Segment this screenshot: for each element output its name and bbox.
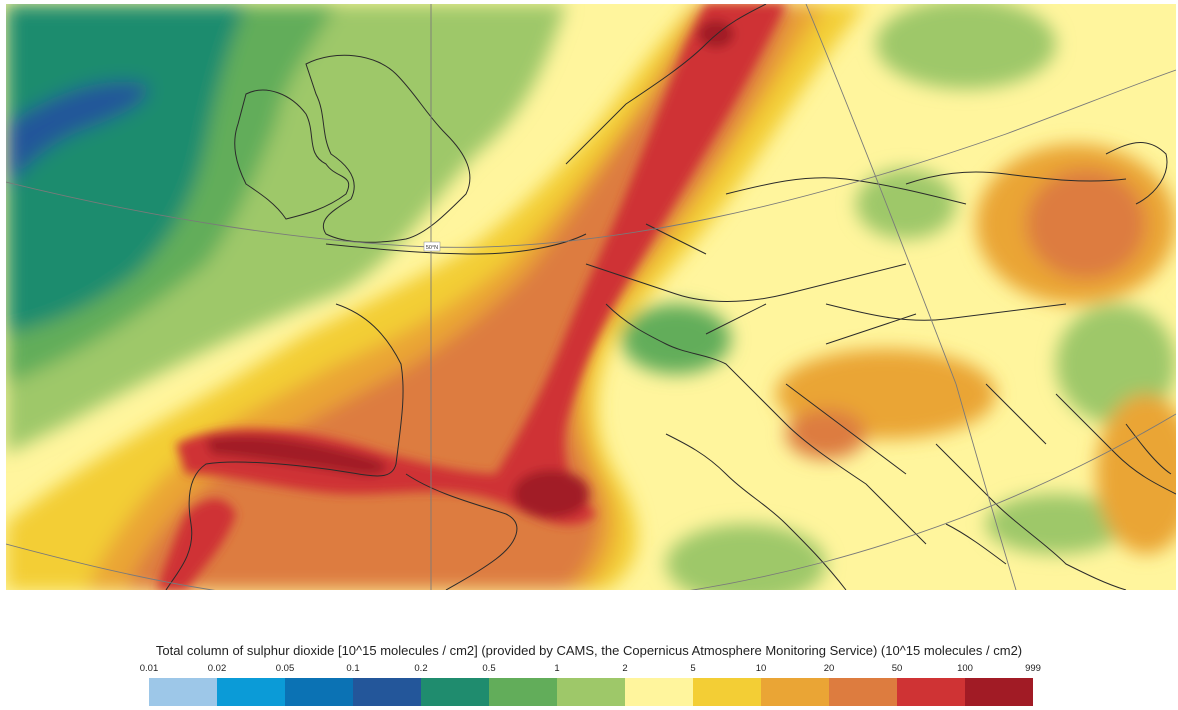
high-concentration-plume [156, 4, 786, 590]
legend-tick-label: 50 [891, 663, 903, 674]
latitude-label: 50°N [426, 245, 438, 251]
graticule [6, 4, 1176, 590]
legend-color-swatch [761, 678, 829, 706]
legend-color-swatch [217, 678, 285, 706]
legend-color-swatch [421, 678, 489, 706]
legend-tick-label: 0.5 [482, 663, 496, 674]
legend-color-swatch [353, 678, 421, 706]
legend-color-swatch [149, 678, 217, 706]
coastlines [165, 4, 1176, 590]
legend-title: Total column of sulphur dioxide [10^15 m… [155, 643, 1023, 658]
legend-tick-label: 0.1 [346, 663, 360, 674]
legend-tick-label: 5 [690, 663, 696, 674]
legend-color-swatch [625, 678, 693, 706]
legend-tick-label: 1 [554, 663, 560, 674]
so2-concentration-map: 50°N [6, 4, 1176, 590]
legend-color-bar [149, 678, 1033, 706]
legend-tick-label: 10 [755, 663, 767, 674]
legend-color-swatch [693, 678, 761, 706]
legend-tick-labels: 0.01 0.02 0.05 0.1 0.2 0.5 1 2 5 10 20 50 100 999 [140, 663, 1041, 675]
legend-tick-label: 2 [622, 663, 628, 674]
legend-tick-label: 999 [1025, 663, 1041, 674]
legend-tick-label: 0.02 [207, 663, 227, 674]
legend-tick-label: 0.01 [139, 663, 159, 674]
legend-color-swatch [489, 678, 557, 706]
legend-tick-label: 0.2 [414, 663, 428, 674]
legend-color-swatch [897, 678, 965, 706]
legend-tick-label: 20 [823, 663, 835, 674]
legend-color-swatch [965, 678, 1033, 706]
legend-color-swatch [829, 678, 897, 706]
legend-color-swatch [557, 678, 625, 706]
legend-tick-label: 0.05 [275, 663, 295, 674]
legend-tick-label: 100 [957, 663, 973, 674]
legend-color-swatch [285, 678, 353, 706]
